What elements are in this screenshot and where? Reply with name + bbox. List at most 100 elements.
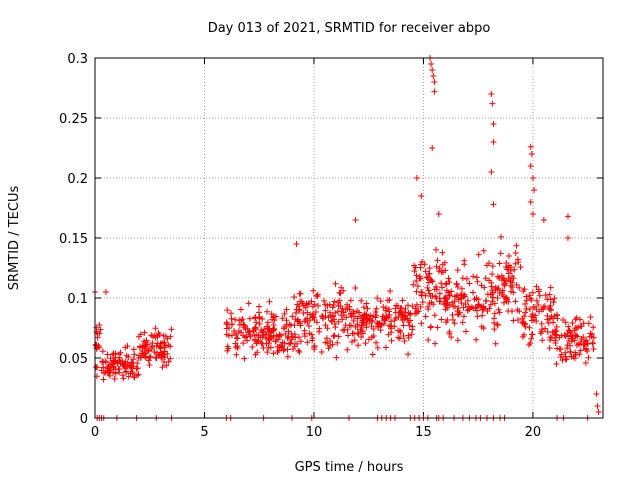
data-point [451, 303, 458, 310]
data-point [421, 261, 428, 268]
data-point [539, 326, 546, 333]
data-point [295, 347, 302, 354]
data-point [488, 283, 495, 290]
data-point [102, 289, 109, 295]
x-tick-label: 10 [306, 425, 323, 440]
data-point [144, 341, 151, 348]
data-point [459, 275, 466, 282]
data-point [349, 338, 356, 345]
data-point [510, 289, 517, 296]
data-point [540, 217, 547, 223]
data-point [583, 337, 590, 344]
data-point [286, 341, 293, 348]
data-point [358, 297, 365, 304]
data-point [494, 295, 501, 302]
data-point [138, 350, 145, 357]
data-point [168, 326, 175, 333]
data-point [93, 324, 100, 331]
data-point [361, 315, 368, 322]
data-point [368, 323, 375, 330]
data-point [569, 320, 576, 327]
data-point [265, 345, 272, 352]
data-point [374, 344, 381, 351]
data-point [262, 331, 269, 338]
data-point [480, 247, 487, 254]
data-point [309, 303, 316, 310]
data-point [539, 337, 546, 344]
data-point [419, 299, 426, 306]
data-point [565, 323, 572, 330]
data-points [92, 55, 602, 421]
data-point [149, 339, 156, 346]
x-tick-label: 5 [200, 425, 208, 440]
plot-area-border [94, 57, 604, 419]
data-point [446, 292, 453, 299]
data-point [431, 88, 438, 95]
data-point [430, 301, 437, 308]
data-point [584, 348, 591, 355]
data-point [529, 311, 536, 318]
data-point [545, 319, 552, 326]
data-point [494, 273, 501, 280]
data-point [163, 362, 170, 369]
data-point [458, 285, 465, 292]
data-point [108, 360, 115, 367]
data-point [426, 300, 433, 307]
data-point [96, 322, 103, 329]
data-point [276, 344, 283, 351]
axis-ticks: 0 5 10 15 20 0 0.05 0.1 0.15 0.2 0.25 0.3 [59, 52, 603, 440]
data-point [104, 351, 111, 358]
data-point [413, 272, 420, 279]
data-point [358, 322, 365, 329]
data-point [344, 346, 351, 353]
data-point [567, 329, 574, 336]
data-point [482, 275, 489, 282]
chart-title: Day 013 of 2021, SRMTID for receiver abp… [208, 21, 491, 36]
data-point [130, 356, 137, 363]
data-point [509, 284, 516, 291]
data-point [97, 326, 104, 333]
data-point [550, 299, 557, 306]
data-point [369, 351, 376, 358]
data-point [152, 334, 159, 341]
data-point [339, 316, 346, 323]
data-point [314, 319, 321, 326]
data-point [491, 326, 498, 333]
data-point [304, 301, 311, 308]
data-point [542, 292, 549, 299]
data-point [289, 333, 296, 340]
data-point [528, 317, 535, 324]
data-point [337, 290, 344, 297]
data-point [436, 290, 443, 297]
data-point [435, 211, 442, 217]
data-point [463, 275, 470, 282]
data-point [347, 297, 354, 304]
y-tick-label: 0.25 [59, 112, 88, 127]
data-point [296, 348, 303, 355]
data-point [496, 260, 503, 267]
data-point [241, 355, 248, 362]
data-point [576, 340, 583, 347]
data-point [396, 327, 403, 334]
data-point [348, 313, 355, 320]
data-point [486, 277, 493, 284]
data-point [521, 286, 528, 293]
data-point [385, 331, 392, 338]
data-point [316, 328, 323, 335]
data-point [322, 307, 329, 314]
data-point [487, 301, 494, 308]
data-point [508, 308, 515, 315]
data-point [557, 353, 564, 360]
data-point [440, 269, 447, 276]
data-point [573, 332, 580, 339]
data-point [400, 332, 407, 339]
data-point [381, 320, 388, 327]
data-point [565, 337, 572, 344]
data-point [587, 314, 594, 321]
data-point [521, 331, 528, 338]
data-point [502, 295, 509, 302]
data-point [590, 346, 597, 353]
data-point [398, 311, 405, 318]
data-point [335, 303, 342, 310]
